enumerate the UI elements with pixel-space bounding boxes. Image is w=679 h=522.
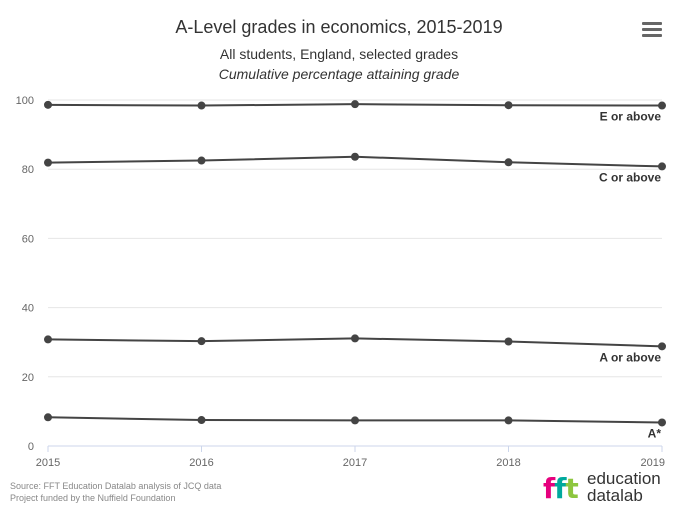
data-point[interactable] — [44, 158, 52, 167]
data-point[interactable] — [44, 100, 52, 109]
data-point[interactable] — [197, 416, 206, 425]
series-group: E or above C or above A or above A* — [44, 100, 666, 440]
fft-education-datalab-logo: fft education datalab — [543, 468, 673, 508]
logo-letter: t — [565, 472, 578, 505]
logo-text-line1: education — [587, 469, 661, 488]
chart-subtitle-italic: Cumulative percentage attaining grade — [219, 66, 460, 82]
data-point[interactable] — [658, 162, 666, 171]
x-tick-label: 2018 — [496, 457, 520, 469]
data-point[interactable] — [197, 156, 206, 165]
logo-letter: f — [554, 472, 566, 505]
series-3: A* — [44, 413, 666, 440]
data-point[interactable] — [658, 101, 666, 110]
logo-text-line2: datalab — [587, 486, 643, 505]
y-tick-label: 100 — [16, 95, 34, 107]
x-tick-label: 2017 — [343, 457, 367, 469]
source-credit[interactable]: Source: FFT Education Datalab analysis o… — [10, 481, 222, 491]
hamburger-menu-icon[interactable] — [642, 22, 662, 40]
grid-lines — [48, 99, 662, 378]
data-point[interactable] — [504, 416, 513, 425]
data-point[interactable] — [197, 101, 206, 110]
y-axis: 0 20 40 60 80 100 — [16, 95, 34, 453]
series-1: C or above — [44, 152, 666, 184]
data-point[interactable] — [44, 413, 52, 422]
series-0: E or above — [44, 100, 666, 124]
series-label: C or above — [599, 170, 661, 184]
logo-text: education datalab — [587, 470, 661, 504]
chart-subtitle: All students, England, selected grades — [220, 46, 458, 62]
data-point[interactable] — [351, 100, 359, 109]
series-label: A* — [648, 426, 662, 440]
logo-letter: f — [543, 472, 555, 505]
data-point[interactable] — [658, 418, 666, 427]
data-point[interactable] — [504, 158, 513, 167]
x-tick-label: 2016 — [189, 457, 213, 469]
y-tick-label: 0 — [28, 441, 34, 453]
data-point[interactable] — [197, 337, 206, 346]
y-tick-label: 80 — [22, 164, 34, 176]
y-tick-label: 20 — [22, 372, 34, 384]
fft-logo-mark: fft — [543, 472, 579, 505]
chart-title: A-Level grades in economics, 2015-2019 — [175, 17, 502, 37]
data-point[interactable] — [504, 337, 513, 346]
data-point[interactable] — [351, 416, 359, 425]
data-point[interactable] — [44, 335, 52, 344]
series-label: E or above — [600, 110, 662, 124]
data-point[interactable] — [351, 152, 359, 161]
y-tick-label: 40 — [22, 303, 34, 315]
data-point[interactable] — [504, 101, 513, 110]
x-axis: 2015 2016 2017 2018 2019 — [36, 445, 665, 469]
credits: Source: FFT Education Datalab analysis o… — [10, 480, 221, 504]
data-point[interactable] — [658, 342, 666, 351]
x-tick-label: 2019 — [641, 457, 665, 469]
series-2: A or above — [44, 334, 666, 364]
series-label: A or above — [599, 350, 661, 364]
funding-credit: Project funded by the Nuffield Foundatio… — [10, 493, 176, 503]
data-point[interactable] — [351, 334, 359, 343]
x-tick-label: 2015 — [36, 457, 60, 469]
y-tick-label: 60 — [22, 233, 34, 245]
